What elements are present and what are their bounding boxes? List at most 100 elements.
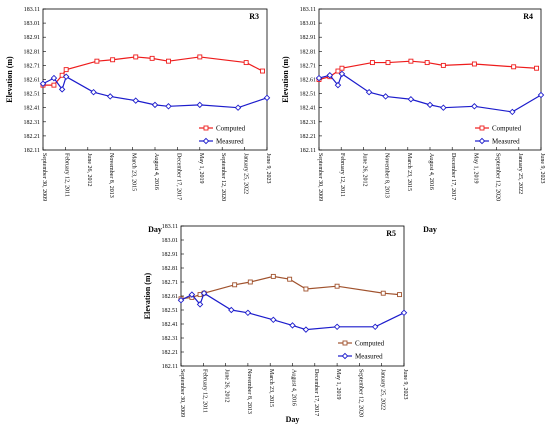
data-point [132, 97, 139, 104]
data-point [59, 72, 65, 78]
y-tick-label: 182.31 [24, 120, 41, 126]
data-point [270, 273, 276, 279]
legend-label: Computed [492, 125, 522, 133]
y-tick-label: 182.61 [162, 294, 179, 300]
y-tick-label: 182.51 [24, 92, 41, 98]
x-tick-label: August 4, 2016 [428, 153, 434, 190]
y-tick-label: 182.91 [24, 35, 41, 41]
data-point [407, 96, 415, 103]
data-point [333, 323, 341, 331]
data-point [62, 73, 70, 80]
chart-panel-r4: 183.11 183.01 182.91 182.81 182.71 182.61 182.… [281, 7, 545, 234]
x-tick-label: May 1, 2019 [335, 369, 341, 400]
chart-title: R3 [249, 12, 259, 21]
chart-title: R4 [523, 12, 533, 21]
data-point [303, 286, 309, 292]
y-tick-label: 182.31 [162, 336, 179, 342]
y-tick-label: 182.81 [300, 49, 317, 55]
series-computed: Computed [40, 54, 265, 133]
y-tick-label: 182.41 [300, 106, 317, 112]
y-tick-label: 182.41 [24, 106, 41, 112]
data-point [151, 101, 159, 109]
data-point [397, 292, 402, 298]
data-point [63, 67, 69, 73]
data-point [196, 101, 204, 109]
data-point [51, 82, 57, 88]
y-tick-label: 182.71 [300, 63, 317, 69]
chart-panel-r3: 183.11 183.01 182.91 182.81 182.71 182.61 182.… [5, 7, 271, 234]
x-tick-label: February 12, 2011 [339, 153, 345, 197]
x-tick-label: November 8, 2013 [108, 153, 114, 198]
data-point [234, 104, 242, 111]
y-tick-label: 182.21 [300, 134, 317, 140]
data-point [90, 88, 97, 96]
y-tick-label: 182.21 [162, 350, 179, 356]
data-point [369, 60, 375, 66]
data-point [165, 103, 172, 110]
legend-label: Computed [355, 340, 385, 348]
x-tick-label: June 26, 2012 [224, 369, 230, 403]
y-axis-label: Elevation (m) [5, 56, 14, 103]
legend-label: Measured [355, 353, 383, 361]
y-tick-label: 182.41 [162, 322, 179, 328]
data-point [534, 65, 540, 71]
data-point [382, 93, 389, 100]
x-tick-label: September 30, 2009 [41, 153, 47, 201]
x-tick-label: January 25, 2022 [243, 153, 249, 194]
y-tick-label: 183.01 [300, 21, 317, 27]
x-tick-label: November 8, 2013 [246, 369, 252, 414]
data-point [334, 283, 340, 289]
x-tick-label: September 30, 2009 [179, 369, 185, 417]
series-line [42, 75, 268, 109]
legend-marker [203, 125, 209, 131]
y-tick-label: 182.81 [162, 266, 179, 272]
data-point [471, 103, 478, 110]
data-point [260, 68, 265, 74]
x-tick-label: December 17, 2017 [450, 153, 456, 200]
data-point [400, 309, 408, 317]
data-point [243, 60, 249, 66]
y-tick-label: 182.81 [24, 49, 41, 55]
y-tick-label: 183.01 [162, 238, 179, 244]
data-point [39, 80, 47, 87]
legend-marker [479, 125, 485, 131]
legend-marker [202, 137, 210, 145]
data-point [440, 104, 447, 111]
data-point [385, 60, 391, 66]
series-measured: Measured [315, 70, 545, 146]
x-tick-label: August 4, 2016 [153, 153, 159, 190]
data-point [287, 276, 293, 282]
data-point [371, 323, 379, 331]
data-point [196, 301, 204, 308]
data-point [247, 279, 253, 285]
x-axis-label: Day [148, 225, 162, 234]
x-axis-label: Day [286, 415, 300, 424]
data-point [58, 86, 66, 93]
y-tick-label: 183.01 [24, 21, 41, 27]
data-point [424, 60, 430, 66]
data-point [380, 290, 386, 296]
data-point [200, 289, 208, 297]
y-tick-label: 182.91 [162, 252, 179, 258]
data-point [511, 64, 517, 70]
x-tick-label: June 26, 2012 [361, 153, 367, 187]
data-point [338, 70, 346, 78]
data-point [326, 72, 334, 79]
y-tick-label: 182.21 [24, 134, 41, 140]
x-axis-label: Day [423, 225, 437, 234]
data-point [509, 108, 516, 116]
data-point [149, 55, 155, 61]
x-tick-label: September 30, 2009 [317, 153, 323, 201]
chart-panel-r5: 183.11 183.01 182.91 182.81 182.71 182.61 182.… [143, 224, 408, 424]
x-tick-label: February 12, 2011 [63, 153, 69, 197]
data-point [166, 58, 171, 64]
x-tick-label: August 4, 2016 [291, 369, 297, 406]
series-measured: Measured [39, 73, 271, 146]
y-axis-label: Elevation (m) [281, 56, 290, 103]
x-tick-label: January 25, 2022 [517, 153, 523, 194]
x-tick-label: September 12, 2020 [220, 153, 226, 201]
x-tick-label: January 25, 2022 [380, 369, 386, 410]
y-tick-label: 182.71 [162, 280, 179, 286]
legend-label: Measured [216, 138, 244, 146]
